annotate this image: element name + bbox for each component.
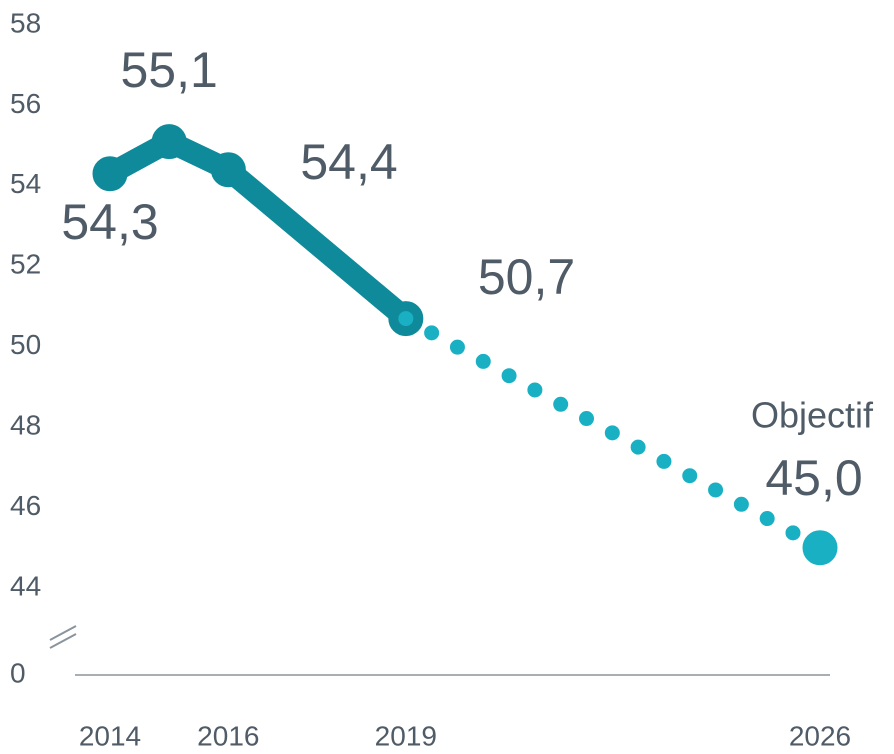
- value-label: 50,7: [478, 249, 575, 305]
- x-tick-label: 2014: [79, 720, 141, 751]
- y-tick-label: 48: [10, 410, 41, 441]
- y-tick-label: 44: [10, 570, 41, 601]
- axis-break: [49, 625, 77, 641]
- x-tick-label: 2026: [789, 720, 851, 751]
- y-tick-label: 54: [10, 168, 41, 199]
- y-tick-label: 52: [10, 249, 41, 280]
- y-tick-label: 56: [10, 88, 41, 119]
- y-tick-label: 50: [10, 329, 41, 360]
- value-label: 54,4: [300, 134, 397, 190]
- y-tick-label: 46: [10, 490, 41, 521]
- x-tick-label: 2019: [375, 720, 437, 751]
- x-tick-label: 2016: [197, 720, 259, 751]
- line: [398, 311, 828, 556]
- y-tick-label: 0: [10, 657, 26, 688]
- annotation: Objectif: [751, 395, 874, 436]
- axis-break: [49, 633, 77, 649]
- value-label: 45,0: [765, 450, 862, 506]
- y-tick-label: 58: [10, 7, 41, 38]
- value-label: 55,1: [121, 42, 218, 98]
- value-label: 54,3: [61, 194, 158, 250]
- line: [99, 130, 417, 330]
